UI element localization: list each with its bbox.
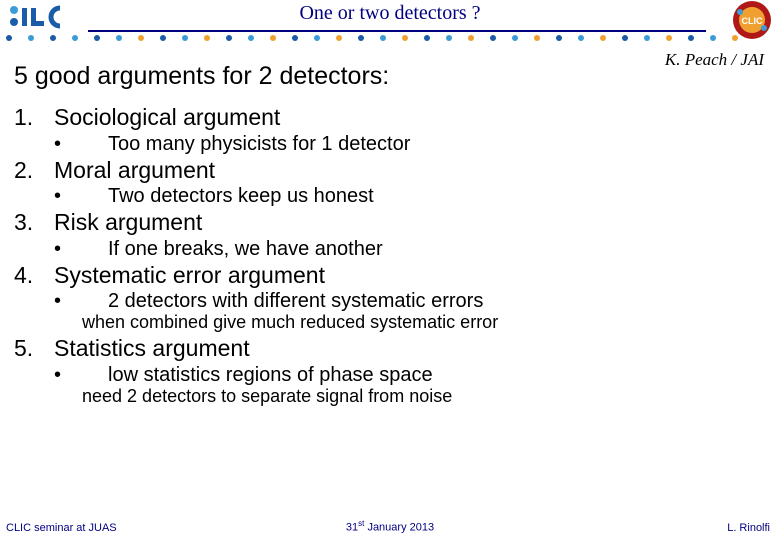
slide-title: One or two detectors ? <box>0 0 780 25</box>
header-dots <box>0 28 780 32</box>
argument-title: Statistics argument <box>54 335 250 363</box>
argument-note: need 2 detectors to separate signal from… <box>14 386 754 407</box>
footer-left: CLIC seminar at JUAS <box>6 522 117 534</box>
argument-bullet: •2 detectors with different systematic e… <box>14 289 754 313</box>
svg-text:CLIC: CLIC <box>742 16 763 26</box>
argument-bullet: •Two detectors keep us honest <box>14 184 754 208</box>
argument-title: Systematic error argument <box>54 262 325 290</box>
argument-bullet: •Too many physicists for 1 detector <box>14 132 754 156</box>
ilc-logo <box>8 4 80 30</box>
argument-number: 1. <box>14 104 54 132</box>
bullet-text: If one breaks, we have another <box>108 237 383 261</box>
arguments-list: 1.Sociological argument•Too many physici… <box>14 104 754 408</box>
footer-right: L. Rinolfi <box>727 522 770 534</box>
argument-row: 3.Risk argument <box>14 209 754 237</box>
argument-title: Risk argument <box>54 209 202 237</box>
argument-row: 2.Moral argument <box>14 157 754 185</box>
argument-number: 4. <box>14 262 54 290</box>
argument-bullet: •If one breaks, we have another <box>14 237 754 261</box>
argument-title: Sociological argument <box>54 104 280 132</box>
bullet-icon: • <box>54 289 108 313</box>
argument-note: when combined give much reduced systemat… <box>14 312 754 333</box>
argument-row: 1.Sociological argument <box>14 104 754 132</box>
bullet-icon: • <box>54 363 108 387</box>
bullet-icon: • <box>54 184 108 208</box>
bullet-text: Two detectors keep us honest <box>108 184 374 208</box>
footer-date-day: 31 <box>346 522 358 534</box>
argument-number: 5. <box>14 335 54 363</box>
argument-row: 5.Statistics argument <box>14 335 754 363</box>
attribution-text: K. Peach / JAI <box>665 50 764 70</box>
argument-row: 4.Systematic error argument <box>14 262 754 290</box>
footer-date-rest: January 2013 <box>364 522 434 534</box>
bullet-text: Too many physicists for 1 detector <box>108 132 410 156</box>
argument-number: 2. <box>14 157 54 185</box>
bullet-text: 2 detectors with different systematic er… <box>108 289 483 313</box>
argument-title: Moral argument <box>54 157 215 185</box>
bullet-text: low statistics regions of phase space <box>108 363 433 387</box>
argument-number: 3. <box>14 209 54 237</box>
bullet-icon: • <box>54 132 108 156</box>
footer-center: 31st January 2013 <box>346 519 434 534</box>
bullet-icon: • <box>54 237 108 261</box>
slide-footer: CLIC seminar at JUAS 31st January 2013 L… <box>0 516 780 534</box>
argument-bullet: •low statistics regions of phase space <box>14 363 754 387</box>
clic-logo: CLIC <box>732 0 772 40</box>
subtitle: 5 good arguments for 2 detectors: <box>14 62 389 91</box>
slide-header: One or two detectors ? CLIC <box>0 0 780 38</box>
